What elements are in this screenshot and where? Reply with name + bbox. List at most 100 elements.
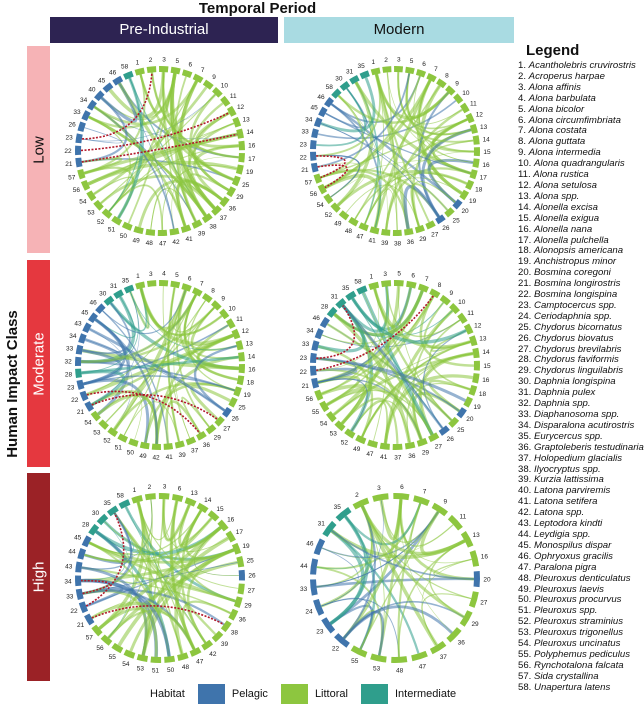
species-tick-label: 35 xyxy=(334,504,342,511)
species-tick-label: 22 xyxy=(332,646,340,653)
legend-species-item: 52. Pleuroxus straminius xyxy=(518,616,644,628)
species-arc xyxy=(111,642,124,654)
legend-species-item: 36. Graptoleberis testudinaria xyxy=(518,442,644,454)
species-tick-label: 34 xyxy=(69,333,77,340)
species-arc xyxy=(310,579,318,596)
species-arc xyxy=(98,419,109,430)
species-tick-label: 37 xyxy=(440,654,448,661)
legend-species-name: Pleuroxus spp. xyxy=(534,605,598,617)
species-tick-label: 12 xyxy=(476,112,484,119)
species-arc xyxy=(425,220,436,230)
chord-link xyxy=(81,294,198,364)
species-arc xyxy=(392,443,403,450)
species-arc xyxy=(211,205,222,216)
species-arc xyxy=(334,420,346,432)
species-list: 1. Acantholebris cruvirostris 2. Acroperu… xyxy=(518,60,644,694)
species-arc xyxy=(238,569,246,581)
chord-panel: 1 2 3 6131415161719252627293638394247485051… xyxy=(64,484,256,675)
species-arc xyxy=(231,175,241,187)
legend-species-number: 51. xyxy=(518,605,535,617)
species-arc xyxy=(310,352,317,363)
species-tick-label: 51 xyxy=(152,667,160,674)
legend-species-number: 45. xyxy=(518,539,535,551)
legend-species-name: Alona setulosa xyxy=(534,179,597,191)
legend-species-name: Daphnia spp. xyxy=(534,398,591,410)
species-arc xyxy=(428,432,440,443)
legend-species-item: 45. Monospilus dispar xyxy=(518,539,644,552)
species-tick-label: 33 xyxy=(66,346,74,353)
species-arc xyxy=(128,438,139,447)
legend-species-item: 23. Camptocercus spp. xyxy=(518,300,644,312)
legend-species-number: 17. xyxy=(518,234,535,246)
legend-species-number: 38. xyxy=(518,463,535,475)
species-tick-label: 14 xyxy=(246,129,254,136)
species-tick-label: 39 xyxy=(221,641,229,648)
legend-species-item: 41. Latona setifera xyxy=(518,496,644,508)
legend-species-item: 1. Acantholebris cruvirostris xyxy=(518,60,644,72)
legend-species-name: Pleuroxus laevis xyxy=(534,583,604,595)
species-arc xyxy=(394,65,404,73)
species-arc xyxy=(233,386,242,397)
species-tick-label: 3 xyxy=(397,57,401,64)
species-arc xyxy=(453,93,464,104)
legend-species-item: 2. Acroperus harpae xyxy=(518,71,644,83)
species-arc xyxy=(319,400,330,413)
species-tick-label: 35 xyxy=(104,500,112,507)
chord-link xyxy=(321,500,384,607)
species-arc xyxy=(459,189,470,201)
legend-species-number: 1. xyxy=(518,60,529,71)
legend-species-name: Alona quadrangularis xyxy=(534,158,625,170)
species-tick-label: 9 xyxy=(443,498,447,505)
species-arc xyxy=(74,145,82,156)
chord-link xyxy=(385,286,461,337)
species-tick-label: 31 xyxy=(346,69,354,76)
species-tick-label: 19 xyxy=(469,198,477,205)
species-tick-label: 41 xyxy=(369,238,377,245)
species-arc xyxy=(370,67,381,76)
chord-link xyxy=(86,290,186,396)
species-arc xyxy=(75,356,82,366)
species-arc xyxy=(405,66,415,75)
species-arc xyxy=(382,66,392,73)
species-tick-label: 33 xyxy=(300,586,308,593)
species-arc xyxy=(414,224,425,234)
legend-species-item: 18. Alonopsis americana xyxy=(518,245,644,257)
chord-link xyxy=(317,345,374,438)
chord-link xyxy=(194,344,237,412)
chord-link xyxy=(410,183,449,227)
legend-species-name: Leptodora kindti xyxy=(534,518,603,530)
species-arc xyxy=(75,344,84,355)
species-tick-label: 30 xyxy=(99,290,107,297)
legend-species-name: Unapertura latens xyxy=(534,681,611,693)
legend-species-number: 8. xyxy=(518,136,529,148)
species-arc xyxy=(201,292,213,303)
species-arc xyxy=(393,280,404,287)
species-arc xyxy=(322,520,337,538)
species-tick-label: 35 xyxy=(122,277,130,284)
legend-species-item: 17. Alonella pulchella xyxy=(518,234,644,247)
legend-species-name: Alona bicolor xyxy=(528,103,585,115)
species-arc xyxy=(435,214,446,225)
species-tick-label: 22 xyxy=(300,369,308,376)
species-arc xyxy=(219,308,230,320)
legend-species-name: Daphnia longispina xyxy=(534,376,616,388)
legend-species-item: 22. Bosmina longispina xyxy=(518,289,644,301)
chord-panel: 1 2 3 5 678910111213141516171819202526272936… xyxy=(300,57,491,248)
legend-species-number: 39. xyxy=(518,474,535,486)
species-arc xyxy=(311,128,319,139)
chord-link xyxy=(81,94,216,142)
legend-species-name: Ilyocryptus spp. xyxy=(534,463,601,475)
highlight-link xyxy=(91,394,218,420)
chord-link xyxy=(316,288,379,371)
species-arc xyxy=(469,169,478,180)
row-header-low: Low xyxy=(27,46,50,253)
legend-species-number: 42. xyxy=(518,507,535,519)
chord-link xyxy=(119,83,175,229)
species-arc xyxy=(310,151,317,161)
species-tick-label: 16 xyxy=(481,554,489,561)
species-tick-label: 1 xyxy=(136,59,140,66)
chord-link xyxy=(320,123,440,218)
species-arc xyxy=(225,530,236,543)
species-tick-label: 26 xyxy=(447,436,455,443)
chord-link xyxy=(170,500,196,650)
